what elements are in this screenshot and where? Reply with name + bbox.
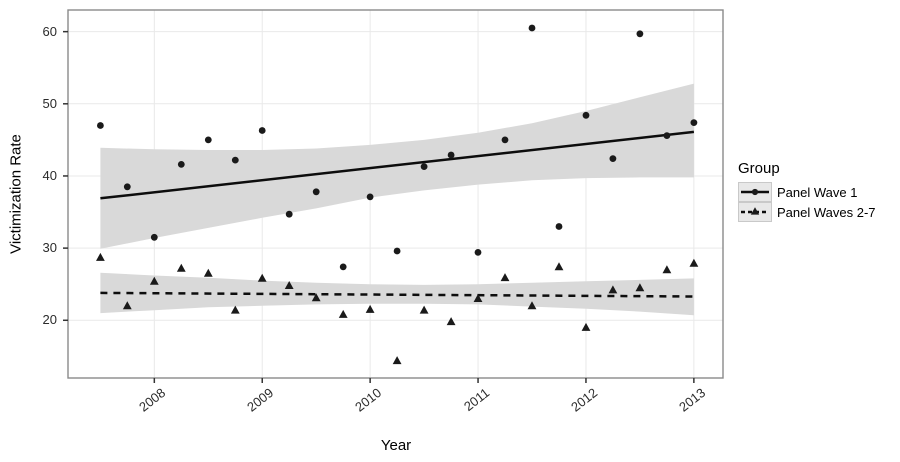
legend-entry-panel-wave-1: Panel Wave 1 [738,182,876,202]
data-point-triangle [96,252,105,261]
data-point-triangle [392,356,402,365]
data-point-triangle [527,301,537,310]
data-point-triangle [662,265,672,274]
data-point-circle [339,263,347,271]
data-point-triangle [311,293,321,302]
data-point-circle [501,136,509,144]
data-point-circle [474,249,482,256]
data-point-triangle [500,273,510,282]
data-point-circle [123,183,131,191]
data-point-triangle [446,317,456,326]
x-axis-label: Year [380,437,412,454]
y-tick-label: 60 [42,23,57,39]
data-point-circle [690,119,698,126]
legend-title: Group [738,160,780,177]
trend-line-solid [100,130,695,200]
data-point-triangle [230,305,240,314]
y-tick-label: 50 [42,95,57,111]
data-point-circle [447,151,455,159]
data-point-circle [258,127,266,134]
data-point-circle [97,122,104,129]
data-point-triangle [176,263,186,272]
data-point-circle [636,30,644,38]
data-point-circle [393,247,401,255]
data-point-circle [204,136,212,144]
y-tick-label: 30 [42,240,57,256]
legend-key-dashed-triangle-icon [738,201,772,222]
data-point-triangle [635,283,645,292]
trend-line-dashed [100,291,694,298]
data-point-circle [420,163,428,171]
y-axis-label: Victimization Rate [7,134,25,254]
data-point-triangle [365,304,375,313]
data-point-triangle [149,276,159,285]
legend-label: Panel Waves 2-7 [777,204,876,220]
data-point-circle [582,111,590,119]
legend-key-solid-circle-icon [738,182,772,202]
data-point-circle [177,161,185,168]
legend-label: Panel Wave 1 [777,184,858,200]
data-point-triangle [122,301,132,310]
data-point-triangle [257,273,267,282]
y-tick-label: 20 [42,312,57,328]
legend-entry-panel-waves-2-7: Panel Waves 2-7 [738,201,876,222]
ci-band [100,272,694,316]
data-point-triangle [419,305,429,314]
data-point-circle [366,193,374,201]
data-point-triangle [581,322,591,331]
panel-border [67,9,724,379]
data-point-triangle [608,285,618,294]
data-point-circle [528,24,536,32]
data-point-triangle [203,268,213,277]
data-point-circle [663,132,671,140]
data-point-triangle [689,258,699,267]
data-point-circle [609,155,617,163]
data-point-triangle [473,294,483,302]
data-point-circle [312,188,320,196]
data-point-circle [285,210,293,218]
data-point-circle [231,156,239,164]
legend: Group Panel Wave 1 Panel Waves 2-7 [738,160,876,222]
data-point-circle [555,223,563,230]
data-point-triangle [338,309,348,318]
y-tick-label: 40 [42,167,57,183]
data-point-circle [150,233,158,241]
data-point-triangle [284,281,294,289]
data-point-triangle [554,262,564,271]
